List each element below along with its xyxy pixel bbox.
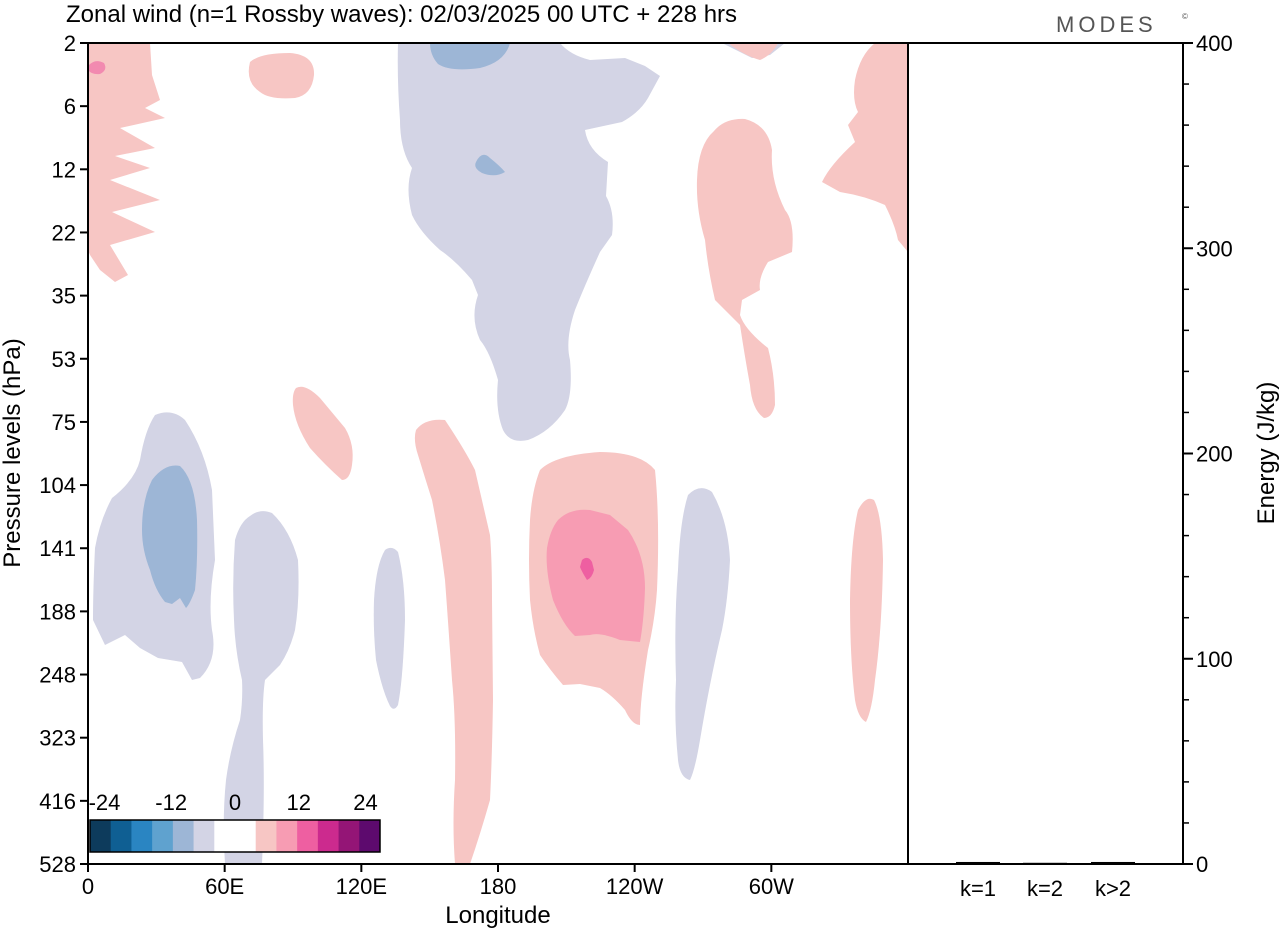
colorbar-swatch <box>297 820 319 852</box>
contour-negative-region <box>223 511 299 864</box>
energy-category-label: k=2 <box>1027 876 1063 901</box>
contour-positive-region <box>822 43 908 252</box>
colorbar-label: -24 <box>89 790 121 815</box>
energy-bar <box>956 861 1000 864</box>
pressure-axis: 2 6 12 22 35 53 75 104 141 188 248 323 416 528 <box>39 31 88 877</box>
colorbar-label: 0 <box>229 790 241 815</box>
energy-category-label: k=1 <box>960 876 996 901</box>
contour-negative-region <box>373 547 405 709</box>
colorbar-swatch <box>214 820 236 852</box>
chart-title: Zonal wind (n=1 Rossby waves): 02/03/202… <box>66 1 737 28</box>
colorbar-swatch <box>235 820 257 852</box>
y-tick-label: 141 <box>39 536 76 561</box>
x-tick-label: 60E <box>205 874 244 899</box>
y-tick-label: 53 <box>52 347 76 372</box>
contour-positive-region <box>248 53 315 99</box>
contour-negative-region <box>430 43 510 70</box>
contour-negative-region <box>397 43 660 441</box>
colorbar-swatch <box>131 820 153 852</box>
colorbar-legend: -24 -12 0 12 24 <box>89 790 381 853</box>
x-tick-label: 180 <box>480 874 517 899</box>
colorbar-swatch <box>276 820 298 852</box>
colorbar-swatch <box>193 820 215 852</box>
energy-category-label: k>2 <box>1095 876 1131 901</box>
colorbar-swatch <box>338 820 360 852</box>
y-tick-label: 416 <box>39 789 76 814</box>
y-tick-label: 248 <box>39 663 76 688</box>
energy-tick-label: 0 <box>1196 852 1208 877</box>
modes-logo-mark: © <box>1182 12 1188 21</box>
contour-positive-region <box>850 498 883 722</box>
contour-positive-region <box>88 43 165 282</box>
contour-positive-region <box>580 557 594 580</box>
y-axis-label: Pressure levels (hPa) <box>0 338 26 567</box>
energy-tick-label: 100 <box>1196 647 1233 672</box>
colorbar-swatch <box>152 820 174 852</box>
colorbar-swatch <box>90 820 112 852</box>
colorbar-label: -12 <box>155 790 187 815</box>
y-tick-label: 528 <box>39 852 76 877</box>
colorbar-swatch <box>255 820 277 852</box>
y-tick-label: 2 <box>64 31 76 56</box>
x-tick-label: 0 <box>82 874 94 899</box>
energy-bar <box>1023 862 1067 865</box>
energy-tick-label: 400 <box>1196 31 1233 56</box>
contour-negative-region <box>475 154 505 176</box>
energy-tick-label: 200 <box>1196 442 1233 467</box>
contour-positive-region <box>728 43 778 60</box>
x-tick-label: 60W <box>749 874 794 899</box>
energy-bar-chart: 0 100 200 300 400 k=1 k=2 k>2 Energy (J/kg) <box>908 31 1280 901</box>
contour-positive-region <box>292 386 353 480</box>
contour-fills <box>88 43 908 864</box>
y-tick-label: 75 <box>52 410 76 435</box>
contour-positive-region <box>546 509 645 642</box>
y-tick-label: 35 <box>52 284 76 309</box>
colorbar-swatch <box>110 820 132 852</box>
contour-negative-region <box>675 488 730 780</box>
longitude-axis: 0 60E 120E 180 120W 60W <box>82 864 794 899</box>
modes-logo: MODES <box>1056 12 1157 37</box>
colorbar-swatch <box>172 820 195 852</box>
colorbar-frame <box>89 819 381 853</box>
colorbar-swatch <box>317 820 340 852</box>
energy-axis: 0 100 200 300 400 <box>1183 31 1233 877</box>
x-tick-label: 120E <box>336 874 387 899</box>
contour-positive-region <box>414 419 493 864</box>
y-tick-label: 12 <box>52 157 76 182</box>
energy-bar <box>1091 861 1135 864</box>
y-tick-label: 323 <box>39 726 76 751</box>
y-tick-label: 104 <box>39 473 76 498</box>
x-axis-label: Longitude <box>445 902 550 929</box>
energy-bars: k=1 k=2 k>2 <box>956 861 1135 901</box>
contour-positive-region <box>88 61 106 75</box>
contour-negative-region <box>142 465 198 608</box>
y-tick-label: 188 <box>39 599 76 624</box>
x-tick-label: 120W <box>606 874 664 899</box>
y-tick-label: 6 <box>64 94 76 119</box>
contour-plot-area: 0 60E 120E 180 120W 60W 2 6 12 22 35 53 75 104 141 188… <box>0 31 909 929</box>
contour-positive-region <box>696 118 793 418</box>
colorbar-label: 12 <box>287 790 311 815</box>
colorbar-label: 24 <box>353 790 377 815</box>
energy-tick-label: 300 <box>1196 236 1233 261</box>
y-tick-label: 22 <box>52 220 76 245</box>
colorbar-swatch <box>359 820 381 852</box>
energy-axis-label: Energy (J/kg) <box>1253 382 1280 525</box>
